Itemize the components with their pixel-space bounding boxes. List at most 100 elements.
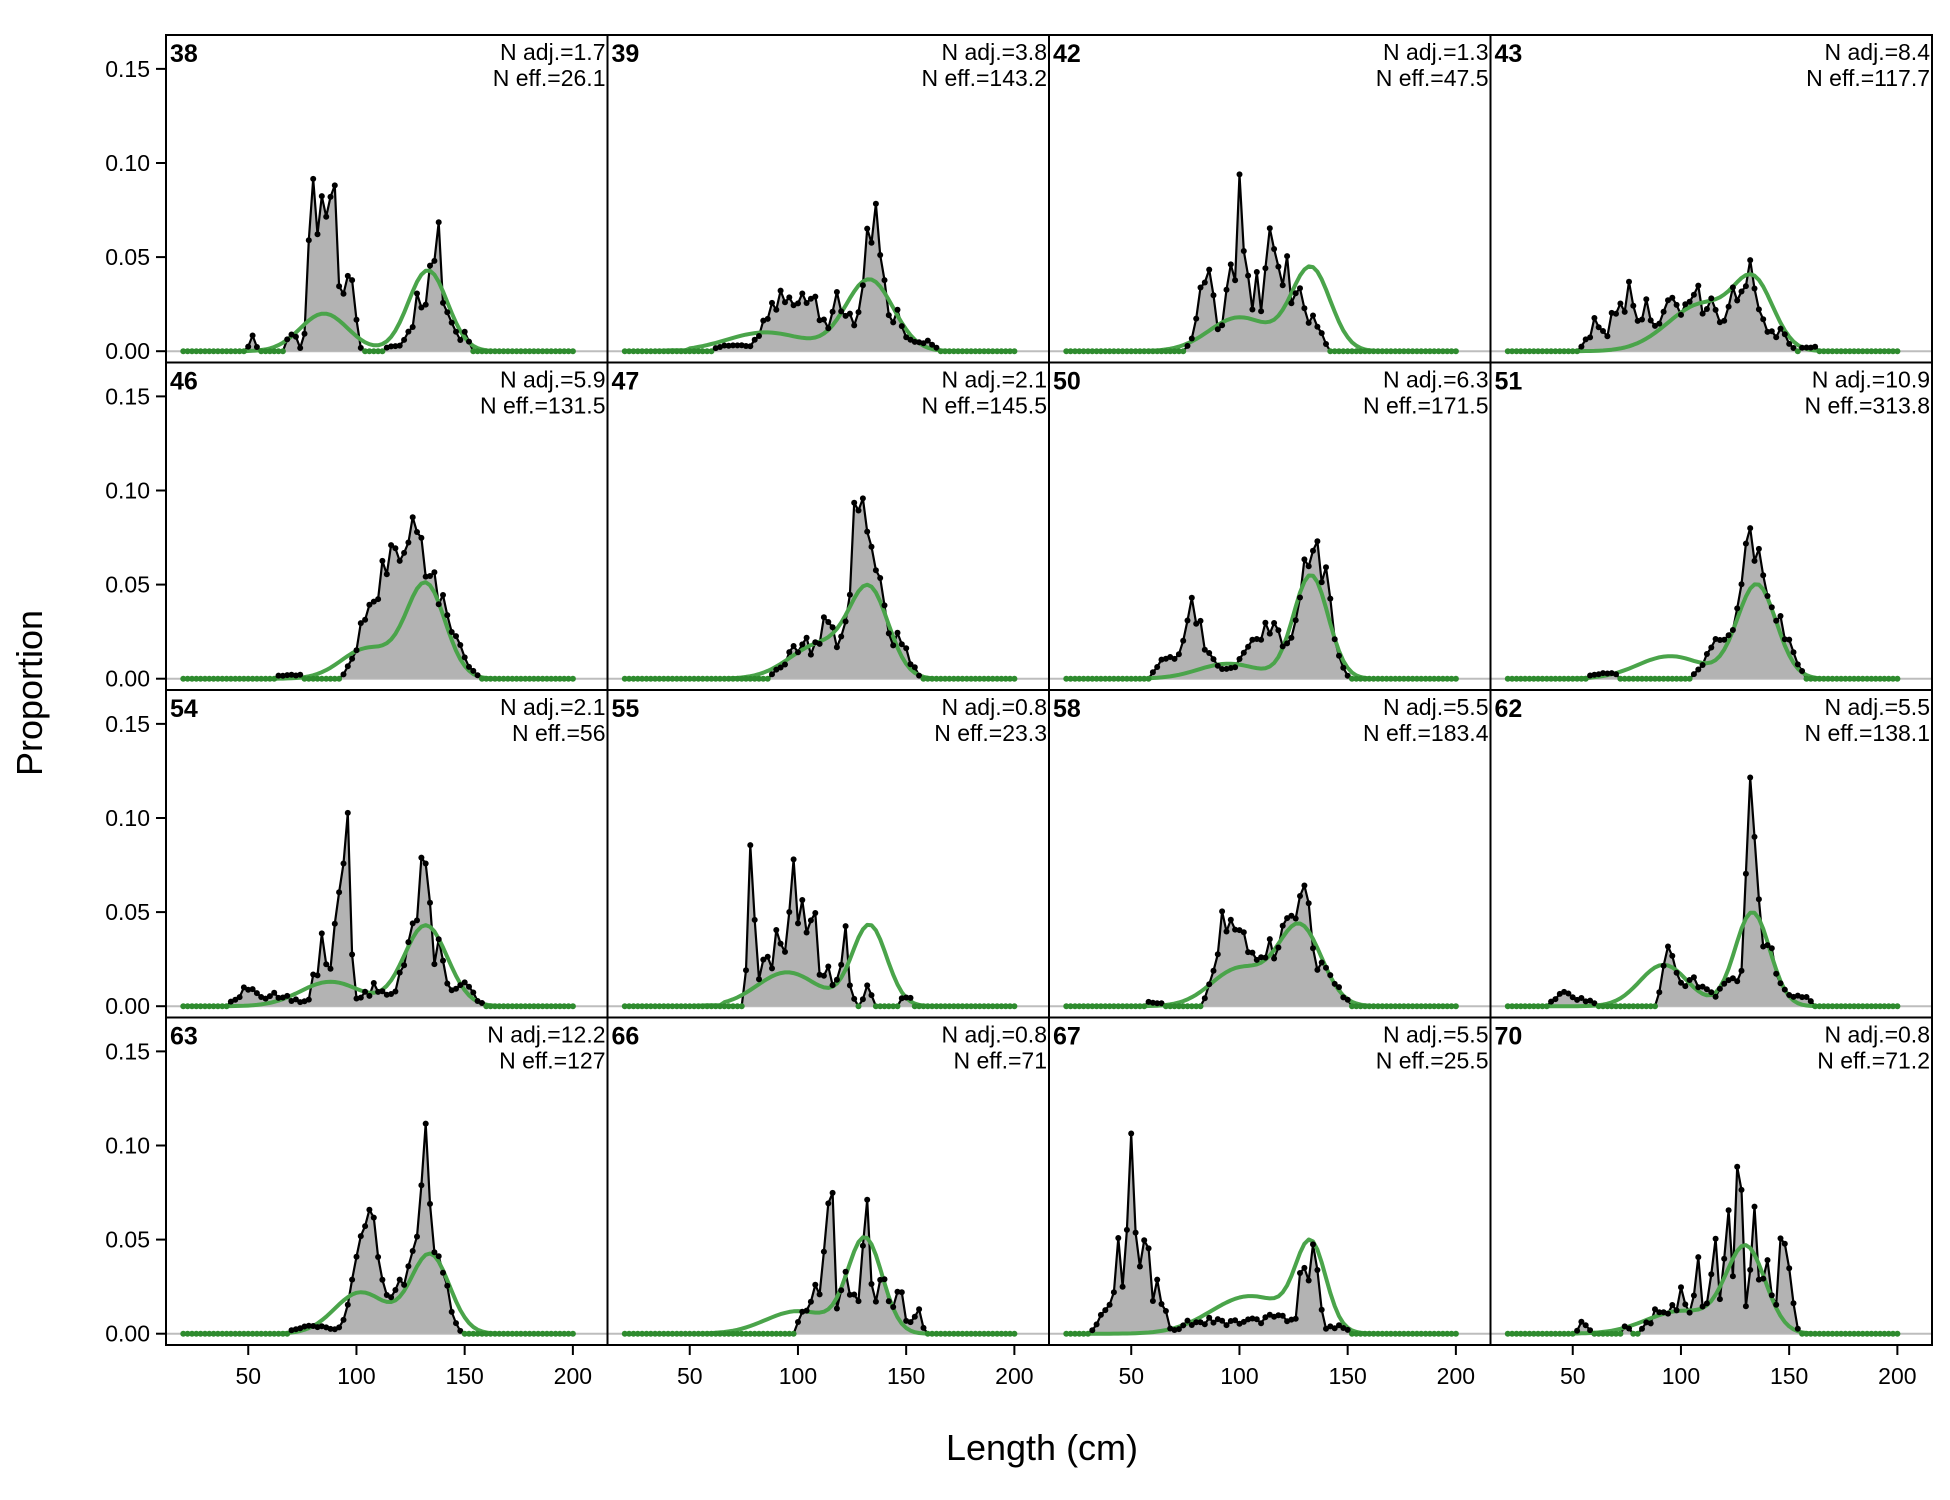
observed-point [336, 283, 343, 290]
observed-point [1738, 581, 1745, 588]
observed-point [686, 675, 693, 682]
panel-51: 51 N adj.=10.9N eff.=313.8 [1489, 361, 1933, 691]
observed-point [989, 1330, 996, 1337]
observed-point [1132, 348, 1139, 355]
observed-point [872, 567, 879, 574]
observed-point [556, 1330, 563, 1337]
observed-point [418, 304, 425, 311]
observed-point [310, 175, 317, 182]
observed-point [1855, 675, 1862, 682]
observed-point [751, 916, 758, 923]
observed-point [1552, 675, 1559, 682]
observed-point [1742, 540, 1749, 547]
observed-point [1400, 1003, 1407, 1010]
observed-point [972, 675, 979, 682]
observed-point [1336, 984, 1342, 991]
observed-point [379, 557, 386, 564]
observed-point [660, 1003, 667, 1010]
observed-point [1370, 1330, 1377, 1337]
observed-point [695, 1330, 702, 1337]
observed-point [1085, 1003, 1091, 1010]
observed-point [1738, 1186, 1745, 1193]
observed-point [673, 1003, 680, 1010]
observed-point [1846, 348, 1853, 355]
observed-point [240, 675, 247, 682]
observed-point [1851, 675, 1858, 682]
observed-point [859, 1242, 866, 1249]
observed-point [1353, 675, 1360, 682]
y-tick-label: 0.15 [105, 711, 150, 737]
observed-point [929, 675, 936, 682]
observed-point [543, 1003, 550, 1010]
observed-point [556, 675, 563, 682]
observed-point [1214, 662, 1221, 669]
observed-point [1375, 1330, 1381, 1337]
observed-point [349, 1276, 356, 1283]
observed-point [418, 1182, 425, 1189]
observed-point [457, 642, 464, 648]
observed-point [530, 1330, 537, 1337]
observed-point [639, 675, 646, 682]
observed-point [1318, 579, 1325, 586]
panel-number: 70 [1495, 1023, 1523, 1051]
observed-point [466, 338, 472, 345]
observed-point [509, 1003, 516, 1010]
observed-point [401, 336, 408, 343]
observed-point [682, 675, 689, 682]
observed-point [1007, 1330, 1013, 1337]
observed-area [624, 1192, 1015, 1334]
observed-point [1318, 959, 1325, 966]
observed-point [1093, 348, 1100, 355]
observed-point [530, 675, 537, 682]
observed-point [1764, 942, 1771, 949]
observed-point [829, 1189, 836, 1196]
observed-point [336, 1324, 343, 1331]
observed-point [552, 1330, 559, 1337]
observed-point [1422, 348, 1429, 355]
observed-point [1106, 1301, 1113, 1308]
observed-point [1349, 348, 1355, 355]
observed-point [318, 675, 325, 682]
observed-point [998, 1003, 1005, 1010]
observed-point [851, 1291, 858, 1298]
observed-point [894, 1003, 901, 1010]
observed-point [1877, 1330, 1884, 1337]
observed-point [1621, 675, 1628, 682]
observed-point [414, 917, 420, 924]
observed-point [1517, 1330, 1524, 1337]
n-eff-label: N eff.=26.1 [493, 65, 606, 91]
observed-point [1504, 675, 1511, 682]
observed-point [673, 1330, 680, 1337]
observed-point [1102, 675, 1109, 682]
observed-point [1864, 1003, 1871, 1010]
observed-point [799, 290, 806, 297]
observed-point [219, 348, 226, 355]
observed-point [1400, 675, 1407, 682]
observed-point [704, 1003, 711, 1010]
observed-point [1349, 1330, 1355, 1337]
observed-point [561, 1330, 568, 1337]
observed-point [1738, 967, 1745, 974]
observed-point [189, 1003, 195, 1010]
observed-point [1673, 675, 1680, 682]
observed-point [249, 675, 256, 682]
observed-point [1301, 882, 1308, 889]
observed-point [1509, 1003, 1516, 1010]
observed-point [318, 193, 325, 200]
observed-point [1297, 1270, 1303, 1276]
observed-point [214, 675, 221, 682]
n-eff-label: N eff.=71.2 [1817, 1048, 1930, 1074]
observed-point [1271, 955, 1278, 962]
observed-point [652, 1003, 659, 1010]
observed-point [682, 348, 689, 355]
observed-point [656, 1330, 663, 1337]
observed-point [353, 316, 360, 323]
observed-point [314, 972, 321, 979]
observed-point [1149, 1298, 1156, 1304]
observed-point [1072, 1003, 1078, 1010]
observed-point [422, 1120, 429, 1127]
observed-point [691, 675, 698, 682]
observed-point [1123, 675, 1130, 682]
observed-point [916, 672, 923, 679]
observed-point [989, 675, 996, 682]
